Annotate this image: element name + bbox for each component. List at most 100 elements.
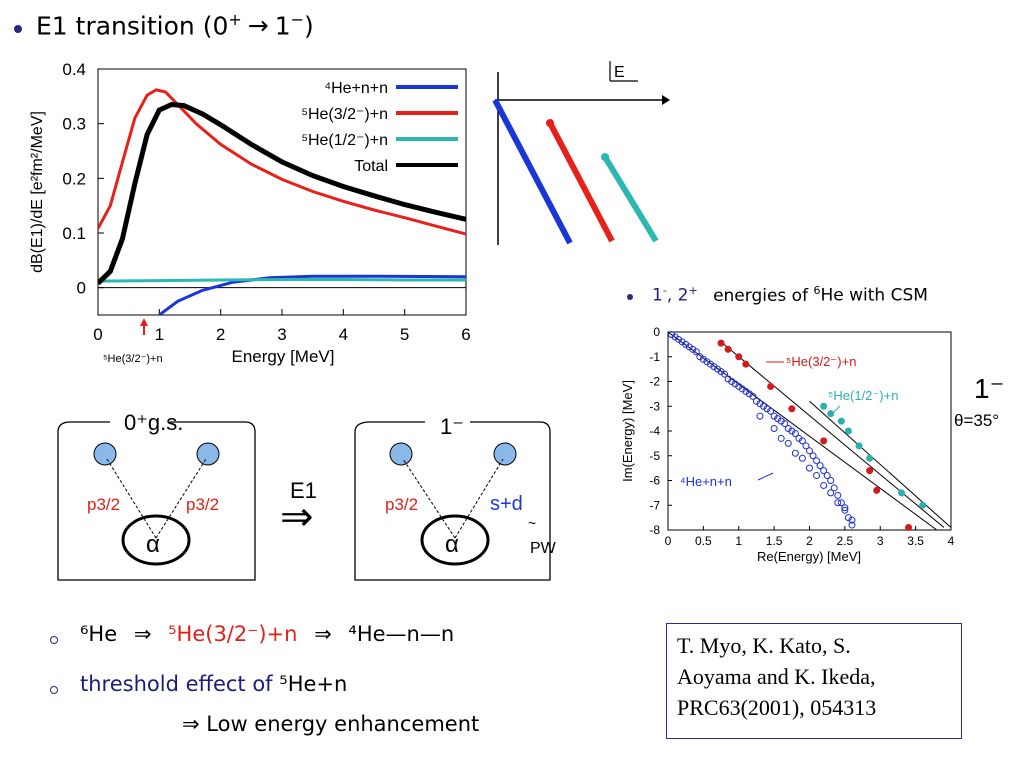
y-tick-label: 0 <box>77 279 86 298</box>
right-neutron-1 <box>389 442 413 466</box>
csm-point-5he-12 <box>919 501 927 509</box>
threshold-arrow-icon <box>140 318 148 326</box>
left-alpha-label: α <box>146 531 160 558</box>
csm-point-4he <box>827 477 835 484</box>
csm-y-tick-label: -8 <box>649 523 660 537</box>
cut-line-5he-12 <box>602 155 659 243</box>
csm-point-5he-32 <box>735 353 743 361</box>
e1-arrow: ⇒ <box>280 495 314 539</box>
csm-x-tick-label: 4 <box>948 534 955 548</box>
csm-point-5he-32 <box>767 382 775 390</box>
csm-point-4he <box>809 452 817 460</box>
csm-y-tick-label: -3 <box>649 399 660 413</box>
csm-title: 1-, 2+ energies of 6He with CSM <box>652 284 928 306</box>
x-tick-label: 3 <box>277 325 286 344</box>
csm-y-axis-label: Im(Energy) [MeV] <box>620 380 635 482</box>
bullet-2-marker <box>50 686 58 694</box>
left-p32-label-2: p3/2 <box>186 495 219 514</box>
csm-rotation-line <box>720 341 945 528</box>
page-title: E1 transition (0+ → 1−) <box>36 10 314 41</box>
csm-point-4he <box>692 348 700 356</box>
csm-eigenvalue-chart: 0 0.5 1 1.5 2 2.5 3 3.5 4 0 -1 -2 -3 -4 -5 -6 -7 -8 Re(Ene… <box>620 325 1004 564</box>
csm-point-4he <box>781 420 789 428</box>
csm-point-4he <box>791 449 799 457</box>
csm-annotation-cyan-arrow <box>829 405 841 417</box>
csm-point-5he-32 <box>820 437 828 445</box>
csm-point-4he <box>848 516 856 524</box>
schematic-arrow-icon <box>662 95 670 105</box>
csm-point-5he-12 <box>897 489 905 497</box>
csm-y-tick-label: -1 <box>649 350 660 364</box>
x-tick-label: 6 <box>461 325 470 344</box>
x-tick-label: 1 <box>155 325 164 344</box>
csm-point-5he-12 <box>827 410 835 418</box>
right-pw-label: PW <box>530 540 557 557</box>
right-p-link <box>402 458 456 539</box>
cut-point-5he-12 <box>601 153 609 161</box>
csm-point-4he <box>816 462 824 470</box>
csm-x-tick-label: 3 <box>877 534 884 548</box>
bullet-1-marker <box>50 636 58 644</box>
csm-point-5he-32 <box>724 345 732 353</box>
csm-y-tick-label: -6 <box>649 474 660 488</box>
csm-point-4he <box>834 499 842 507</box>
csm-point-4he <box>777 434 785 442</box>
right-state-title: 1⁻ <box>440 414 464 439</box>
csm-point-4he <box>749 392 757 400</box>
csm-y-tick-label: -2 <box>649 375 660 389</box>
x-tick-label: 5 <box>400 325 409 344</box>
csm-point-5he-12 <box>855 442 863 450</box>
csm-point-4he <box>791 429 799 437</box>
csm-point-4he <box>756 412 764 420</box>
csm-point-4he <box>830 484 838 492</box>
csm-point-5he-12 <box>844 427 852 435</box>
csm-point-4he <box>784 439 792 447</box>
heading-bullet <box>14 25 22 33</box>
csm-y-tick-label: -4 <box>649 424 660 438</box>
csm-point-4he <box>841 506 849 514</box>
csm-point-5he-32 <box>873 486 881 494</box>
schematic-axis-label: E <box>614 64 625 81</box>
e1-label: E1 <box>290 478 317 503</box>
reference-line-1: T. Myo, K. Kato, S. <box>677 633 851 658</box>
y-tick-label: 0.2 <box>62 169 86 188</box>
y-tick-label: 0.1 <box>62 224 86 243</box>
csm-x-tick-label: 2.5 <box>837 534 854 548</box>
left-neutron-2 <box>196 442 220 466</box>
threshold-line: threshold effect of ⁵He+n <box>80 672 348 696</box>
right-p32-label: p3/2 <box>385 495 418 514</box>
csm-annotation-blue-arrow <box>757 472 774 481</box>
csm-annotation-blue: ⁴He+n+n <box>680 474 732 489</box>
csm-point-4he <box>820 481 828 489</box>
threshold-label: ⁵He(3/2⁻)+n <box>103 353 163 365</box>
csm-x-tick-label: 0.5 <box>695 534 712 548</box>
csm-point-5he-32 <box>905 524 913 532</box>
csm-point-4he <box>837 499 845 507</box>
csm-point-4he <box>823 472 831 480</box>
series-line <box>98 278 466 283</box>
x-tick-label: 2 <box>216 325 225 344</box>
left-state-title: 0⁺g.s. <box>124 410 183 435</box>
y-tick-label: 0.4 <box>62 60 86 79</box>
csm-point-5he-12 <box>866 454 874 462</box>
y-tick-label: 0.3 <box>62 115 86 134</box>
transition-diagram: 0⁺g.s. α p3/2 p3/2 E1 ⇒ 1⁻ α p3/2 s+d ~ … <box>57 410 557 581</box>
right-neutron-2 <box>493 442 517 466</box>
reference-line-2: Aoyama and K. Ikeda, <box>677 664 876 689</box>
legend-label: ⁵He(1/2⁻)+n <box>301 132 388 149</box>
csm-y-tick-label: -7 <box>649 498 660 512</box>
cut-line-5he-32 <box>547 121 615 243</box>
csm-point-4he <box>813 457 821 465</box>
csm-point-5he-32 <box>717 339 725 347</box>
csm-point-5he-12 <box>837 417 845 425</box>
cut-line-4he <box>492 98 573 245</box>
csm-point-4he <box>767 407 775 415</box>
x-axis-label: Energy [MeV] <box>232 347 335 366</box>
csm-point-4he <box>806 447 813 455</box>
csm-annotation-cyan: ⁵He(1/2⁻)+n <box>828 388 898 403</box>
left-p-link-2 <box>155 458 207 539</box>
csm-state-label: 1⁻ <box>974 373 1004 404</box>
csm-x-tick-label: 0 <box>665 534 672 548</box>
legend-label: ⁴He+n+n <box>324 80 388 97</box>
enhancement-line: ⇒ Low energy enhancement <box>182 712 480 736</box>
